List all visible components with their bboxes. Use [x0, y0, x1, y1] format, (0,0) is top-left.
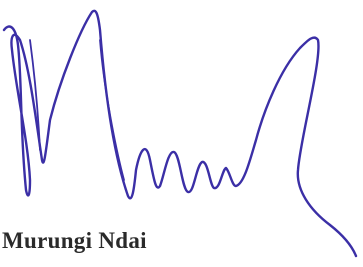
signature-stroke [4, 11, 356, 256]
signatory-name: Murungi Ndai [2, 228, 147, 254]
handwritten-signature [0, 0, 363, 267]
document-page: Murungi Ndai [0, 0, 363, 267]
